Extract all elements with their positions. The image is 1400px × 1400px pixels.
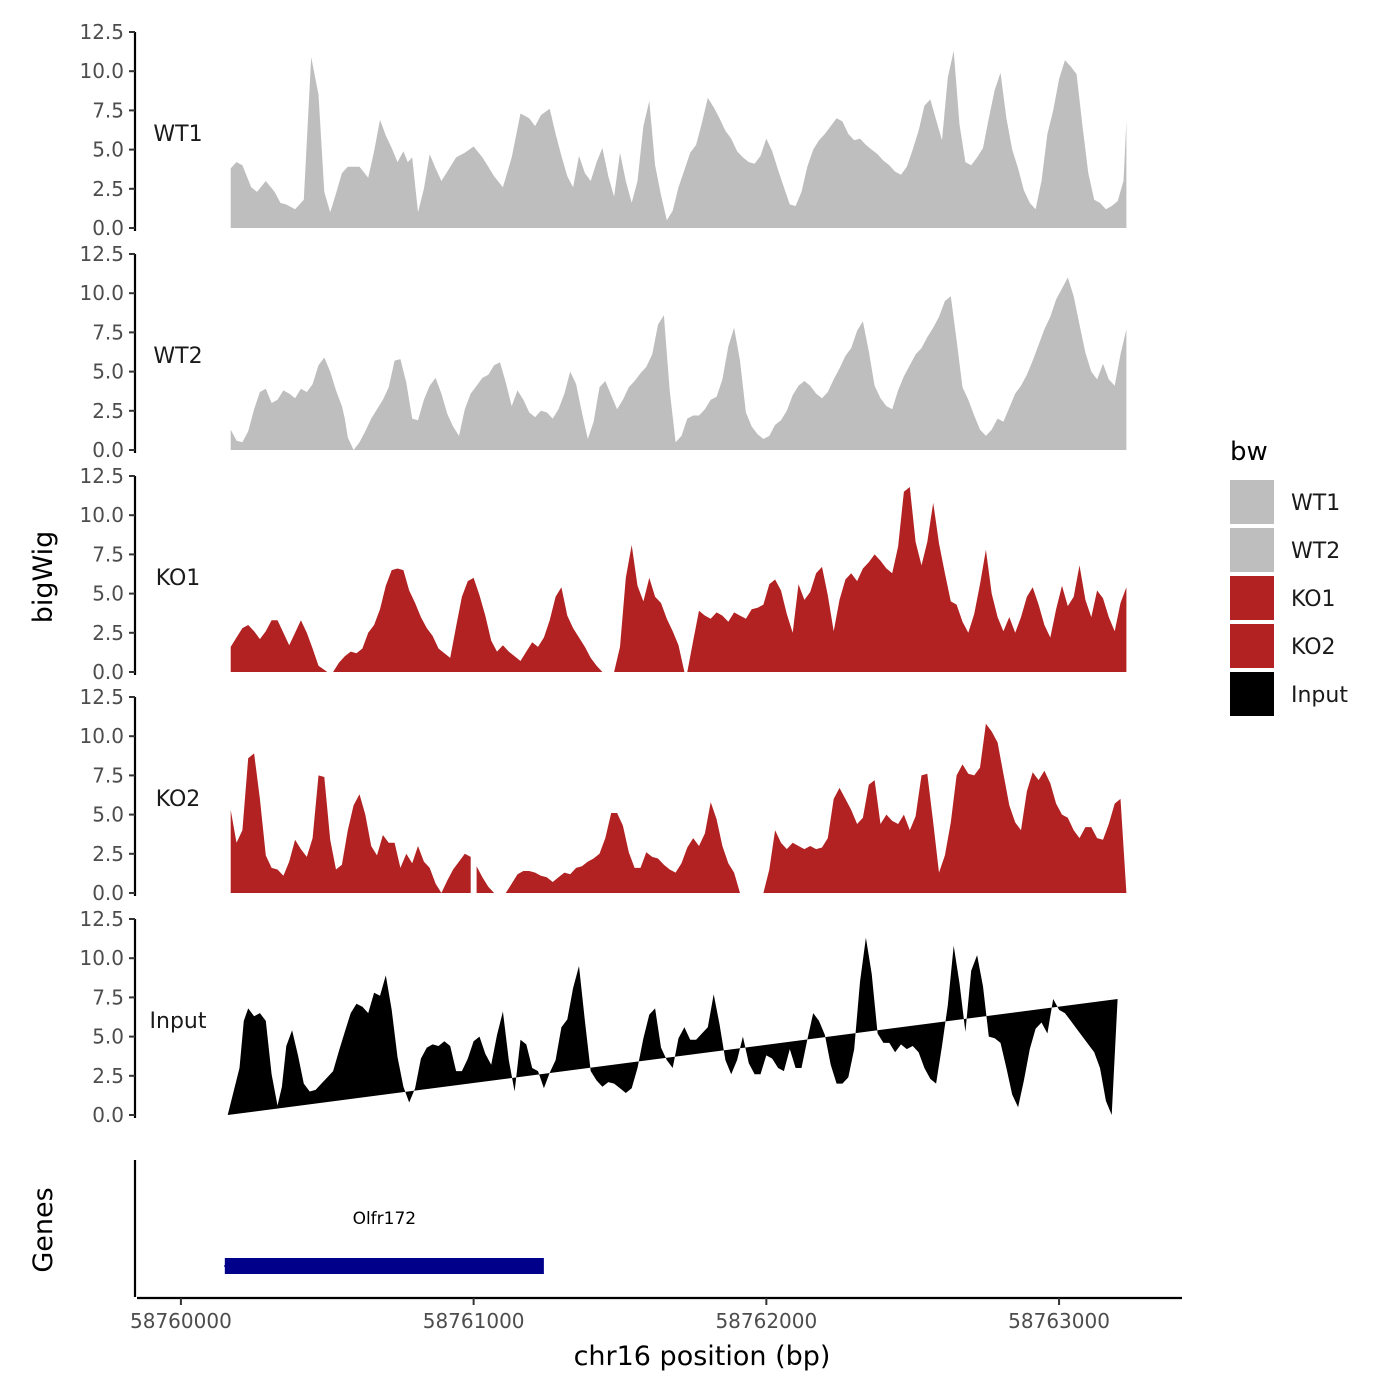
y-tick-label: 0.0 — [92, 1103, 124, 1127]
y-tick-label: 5.0 — [92, 1025, 124, 1049]
area-wt2-segment-1 — [230, 277, 1127, 450]
y-tick-label: 2.5 — [92, 842, 124, 866]
legend-label-wt1: WT1 — [1291, 491, 1340, 516]
track-label-wt2: WT2 — [153, 344, 202, 369]
x-axis: 58760000 58761000 58762000 58763000 — [130, 1296, 1182, 1333]
area-ko1-segment-3 — [614, 545, 685, 672]
y-tick-label: 10.0 — [79, 59, 124, 83]
y-tick-label: 0.0 — [92, 438, 124, 462]
legend-swatch-ko2 — [1230, 624, 1274, 668]
genes-axis-title: Genes — [28, 1187, 59, 1272]
legend: bw WT1 WT2 KO1 KO2 Input — [1230, 437, 1348, 716]
area-ko2-segment-3 — [763, 723, 1127, 893]
legend-label-ko2: KO2 — [1291, 635, 1336, 660]
y-axis-title: bigWig — [28, 531, 59, 624]
legend-label-input: Input — [1291, 683, 1348, 708]
x-tick-label: 58762000 — [715, 1309, 817, 1333]
y-tick-label: 2.5 — [92, 177, 124, 201]
y-tick-label: 0.0 — [92, 216, 124, 240]
x-axis-title: chr16 position (bp) — [574, 1341, 831, 1372]
area-ko1-segment-1 — [230, 620, 328, 672]
legend-swatch-wt1 — [1230, 480, 1274, 524]
y-tick-label: 2.5 — [92, 1064, 124, 1088]
gene-track: Olfr172 — [133, 1160, 544, 1297]
gene-label-olfr172: Olfr172 — [353, 1209, 417, 1229]
track-ko1: 0.0 2.5 5.0 7.5 10.0 12.5 KO1 — [79, 464, 1127, 684]
area-wt1-segment-1 — [230, 50, 1127, 228]
track-label-ko1: KO1 — [156, 566, 201, 591]
track-label-wt1: WT1 — [153, 122, 202, 147]
y-tick-label: 7.5 — [92, 763, 124, 787]
x-tick-label: 58763000 — [1008, 1309, 1110, 1333]
y-tick-label: 7.5 — [92, 985, 124, 1009]
legend-label-ko1: KO1 — [1291, 587, 1336, 612]
y-tick-label: 7.5 — [92, 320, 124, 344]
y-tick-label: 2.5 — [92, 399, 124, 423]
y-tick-label: 12.5 — [79, 464, 124, 488]
legend-swatch-ko1 — [1230, 576, 1274, 620]
y-tick-label: 10.0 — [79, 724, 124, 748]
y-tick-label: 0.0 — [92, 881, 124, 905]
gene-strand-arrow — [223, 1260, 230, 1272]
x-tick-label: 58761000 — [423, 1309, 525, 1333]
gene-body-olfr172 — [224, 1258, 544, 1274]
y-tick-label: 5.0 — [92, 803, 124, 827]
area-ko1-segment-2 — [333, 568, 609, 672]
area-ko1-segment-4 — [687, 487, 1127, 672]
y-tick-label: 12.5 — [79, 20, 124, 44]
legend-swatch-wt2 — [1230, 528, 1274, 572]
y-tick-label: 12.5 — [79, 685, 124, 709]
area-ko2-segment-1 — [230, 753, 471, 893]
y-tick-label: 5.0 — [92, 582, 124, 606]
legend-label-wt2: WT2 — [1291, 539, 1340, 564]
y-tick-label: 0.0 — [92, 660, 124, 684]
y-tick-label: 10.0 — [79, 503, 124, 527]
track-wt2: 0.0 2.5 5.0 7.5 10.0 12.5 WT2 — [79, 242, 1127, 462]
y-tick-label: 10.0 — [79, 281, 124, 305]
track-label-input: Input — [150, 1009, 207, 1034]
track-ko2: 0.0 2.5 5.0 7.5 10.0 12.5 KO2 — [79, 685, 1127, 905]
y-tick-label: 7.5 — [92, 542, 124, 566]
y-tick-label: 10.0 — [79, 946, 124, 970]
track-wt1: 0.0 2.5 5.0 7.5 10.0 12.5 WT1 — [79, 20, 1127, 240]
track-input: 0.0 2.5 5.0 7.5 10.0 12.5 Input — [79, 907, 1118, 1127]
x-tick-label: 58760000 — [130, 1309, 232, 1333]
track-label-ko2: KO2 — [156, 787, 201, 812]
y-tick-label: 12.5 — [79, 907, 124, 931]
y-tick-label: 5.0 — [92, 138, 124, 162]
y-tick-label: 12.5 — [79, 242, 124, 266]
area-ko2-segment-2 — [476, 802, 740, 893]
legend-swatch-input — [1230, 672, 1274, 716]
legend-title: bw — [1230, 437, 1268, 467]
area-input-segment-1 — [227, 937, 1118, 1115]
y-tick-label: 5.0 — [92, 360, 124, 384]
signal-tracks: 0.0 2.5 5.0 7.5 10.0 12.5 WT1 0.0 2.5 5.0 7.5 10.0 1… — [79, 20, 1127, 1127]
y-tick-label: 7.5 — [92, 98, 124, 122]
y-tick-label: 2.5 — [92, 621, 124, 645]
